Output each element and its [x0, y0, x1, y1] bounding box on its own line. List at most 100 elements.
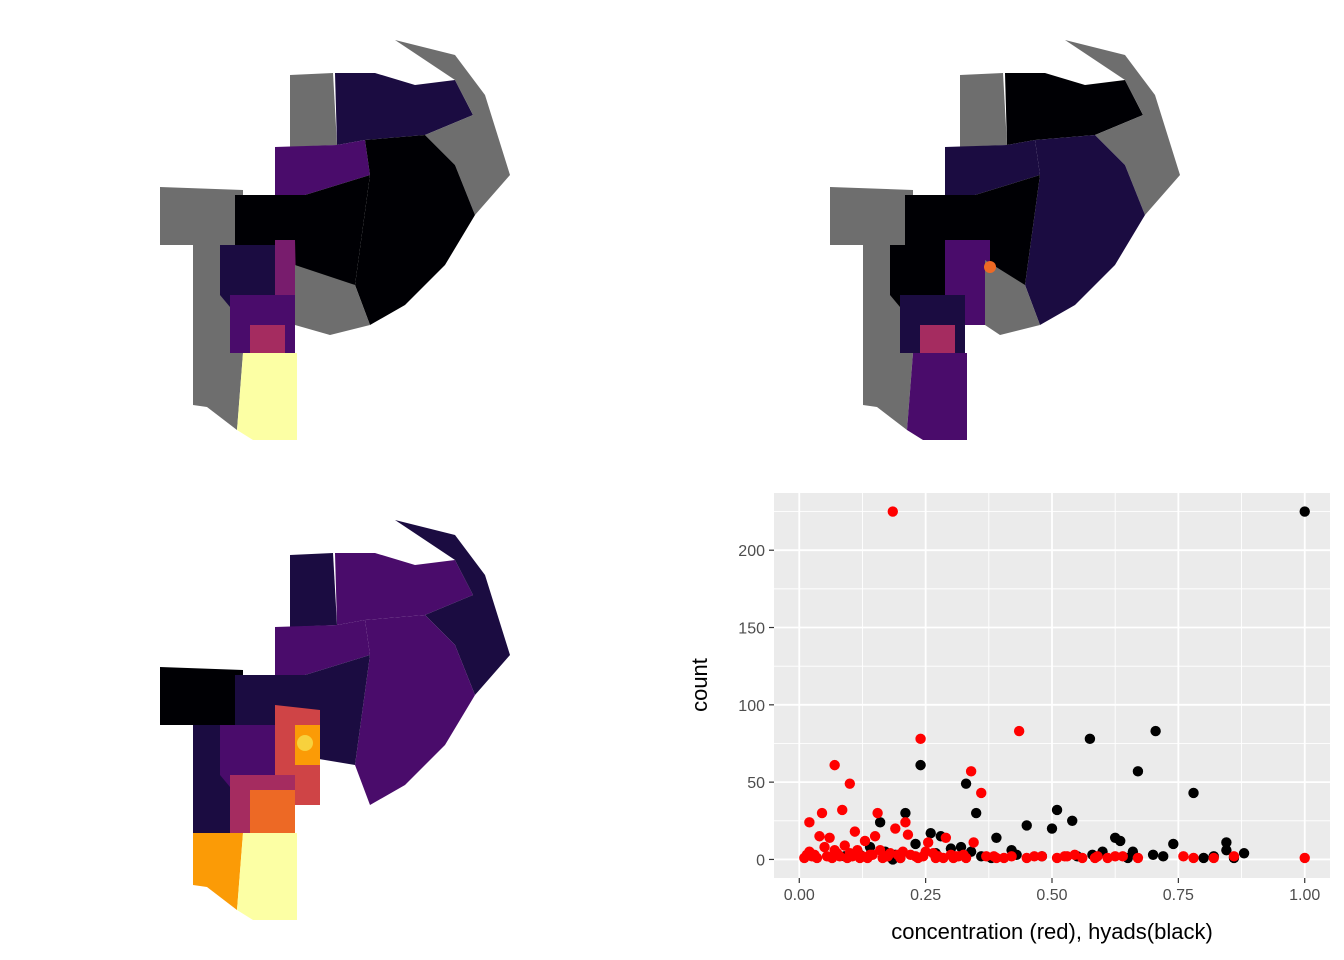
concentration-point — [998, 852, 1010, 864]
y-tick-label: 100 — [738, 698, 765, 715]
map-region-east-dark — [1025, 135, 1145, 325]
map-region-west-block — [830, 187, 913, 245]
hyads-point — [1188, 787, 1199, 799]
x-tick-label: 0.25 — [910, 887, 941, 904]
hyads-point — [1051, 804, 1063, 816]
concentration-point — [859, 835, 871, 847]
hyads-point — [1150, 725, 1161, 737]
concentration-point — [922, 837, 934, 848]
map-region-north — [1005, 73, 1143, 145]
concentration-point — [958, 849, 969, 861]
y-axis-title: count — [687, 658, 712, 712]
map-region-south-west-tip — [193, 833, 243, 910]
hyads-point — [970, 807, 982, 819]
concentration-point — [819, 841, 830, 853]
x-tick-label: 0.75 — [1163, 887, 1194, 904]
map-region-north-west — [960, 73, 1007, 147]
concentration-point — [1029, 851, 1040, 862]
concentration-point — [837, 804, 848, 816]
x-axis-title: concentration (red), hyads(black) — [891, 919, 1213, 944]
map-region-north-east-gray — [1065, 40, 1180, 215]
map-region-urban-gray — [295, 265, 370, 335]
x-tick-label: 0.50 — [1036, 887, 1067, 904]
hyads-point — [1198, 852, 1209, 864]
concentration-point — [1089, 852, 1101, 864]
concentration-point — [965, 766, 977, 777]
hyads-point — [1067, 815, 1078, 826]
y-axis-ticks: 0 50 100 150 200 — [738, 543, 774, 869]
map-region-north — [335, 73, 473, 145]
hyads-point — [915, 759, 926, 771]
hyads-point — [1147, 849, 1159, 861]
concentration-point — [1013, 725, 1025, 737]
map-region-south-yellow — [237, 833, 297, 920]
map-region-north-west — [290, 553, 337, 627]
concentration-point — [1188, 852, 1199, 864]
hyads-point — [1221, 837, 1232, 848]
map-region-west-block — [160, 187, 243, 245]
hyads-point — [1046, 823, 1058, 834]
concentration-point — [831, 848, 843, 859]
hyads-point — [1168, 838, 1179, 850]
concentration-point — [849, 826, 861, 837]
concentration-point — [844, 778, 856, 789]
map-region-central — [945, 140, 1040, 200]
concentration-point — [804, 817, 815, 828]
map-region-west-block — [160, 667, 243, 725]
concentration-point — [988, 851, 1000, 862]
map-region-south-west-tip — [193, 353, 243, 430]
map-bottom-left — [160, 520, 510, 920]
concentration-point — [867, 849, 878, 861]
hyads-point — [991, 832, 1002, 843]
hyads-point — [910, 838, 921, 850]
concentration-point — [882, 851, 893, 862]
map-region-south-magenta — [250, 325, 285, 353]
concentration-point — [981, 851, 992, 862]
map-region-north — [335, 553, 473, 625]
concentration-point — [872, 807, 883, 819]
concentration-point — [1228, 851, 1240, 862]
hyads-point — [1238, 848, 1250, 859]
concentration-point — [917, 851, 929, 862]
concentration-point — [1059, 851, 1070, 862]
hyads-point — [1299, 506, 1310, 517]
map-region-north-west — [290, 73, 337, 147]
concentration-point — [900, 817, 911, 828]
concentration-point — [816, 807, 828, 819]
map-region-south-yellow — [237, 353, 297, 440]
concentration-point — [829, 759, 840, 771]
y-tick-label: 0 — [756, 852, 765, 869]
concentration-point — [915, 733, 926, 745]
concentration-point — [902, 829, 914, 840]
map-region-north-east-gray — [395, 40, 510, 215]
map-top-left — [160, 40, 510, 440]
concentration-point — [1178, 851, 1189, 862]
hyads-point — [960, 778, 972, 789]
hyads-point — [1221, 844, 1232, 856]
map-region-south-west-tip — [863, 353, 913, 430]
concentration-point — [811, 852, 823, 864]
map-top-right — [830, 40, 1180, 440]
hyads-point — [1084, 733, 1096, 745]
hyads-point — [900, 807, 911, 819]
concentration-point — [976, 787, 987, 799]
concentration-point — [1117, 851, 1128, 862]
y-tick-label: 150 — [738, 621, 765, 638]
concentration-point — [938, 852, 949, 864]
map-hotspot-core — [297, 735, 313, 751]
hyads-point — [874, 817, 886, 828]
hyads-point — [1115, 835, 1126, 847]
x-tick-label: 1.00 — [1289, 887, 1320, 904]
concentration-point — [1299, 852, 1310, 864]
concentration-point — [814, 831, 825, 842]
map-region-north-east — [395, 520, 510, 695]
map-region-urban-gray — [985, 260, 1040, 335]
map-region-south-magenta — [920, 325, 955, 353]
x-axis-ticks: 0.00 0.25 0.50 0.75 1.00 — [784, 878, 1320, 904]
concentration-point — [1109, 851, 1121, 862]
concentration-point — [1069, 849, 1080, 861]
map-region-central — [275, 620, 370, 680]
map-region-south-orange — [250, 790, 295, 833]
map-region-central — [275, 140, 370, 200]
